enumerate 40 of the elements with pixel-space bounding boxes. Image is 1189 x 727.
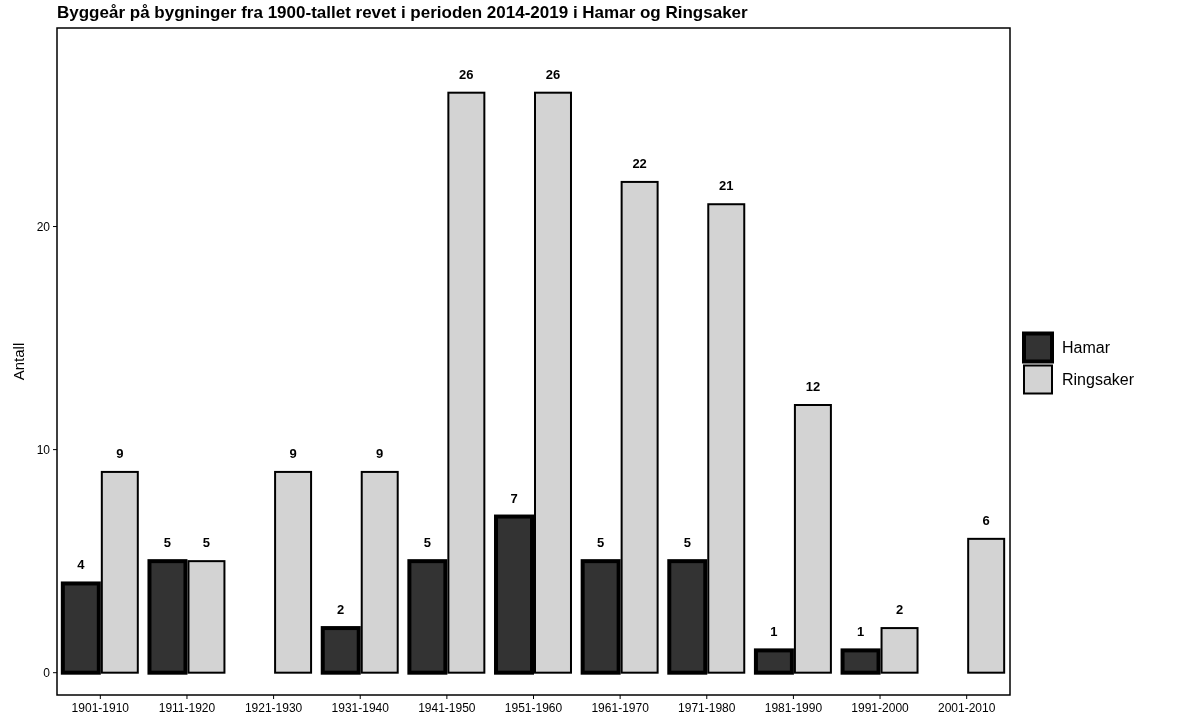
x-tick-label: 1981-1990 xyxy=(764,701,823,715)
data-label: 12 xyxy=(805,379,821,394)
data-label: 22 xyxy=(632,155,647,171)
chart-title: Byggeår på bygninger fra 1900-tallet revet i perioden 2014-2019 i Hamar og Ringsaker xyxy=(57,3,749,22)
data-label: 1 xyxy=(856,624,865,640)
y-tick-label: 20 xyxy=(36,219,51,234)
data-label: 26 xyxy=(545,66,561,82)
bar xyxy=(274,470,313,674)
bar xyxy=(967,537,1006,674)
data-label: 7 xyxy=(510,490,518,506)
x-tick-label: 1931-1940 xyxy=(331,701,390,715)
x-tick-label: 1971-1980 xyxy=(678,701,736,715)
data-label: 26 xyxy=(459,66,474,82)
data-label: 9 xyxy=(289,445,297,461)
data-label: 5 xyxy=(202,535,211,551)
data-label: 21 xyxy=(719,178,734,194)
data-label: 5 xyxy=(423,535,431,551)
data-label: 5 xyxy=(163,535,172,551)
x-tick-label: 2001-2010 xyxy=(937,701,996,715)
data-label: 5 xyxy=(597,535,605,551)
y-tick-label: 0 xyxy=(43,665,51,680)
data-label: 6 xyxy=(982,512,990,528)
data-label: 9 xyxy=(116,445,124,461)
legend-label: Hamar xyxy=(1062,338,1111,356)
data-label: 5 xyxy=(683,535,691,551)
x-tick-label: 1961-1970 xyxy=(591,701,650,715)
data-label: 9 xyxy=(376,445,384,461)
x-tick-label: 1921-1930 xyxy=(244,701,303,715)
x-tick-label: 1991-2000 xyxy=(851,701,910,715)
data-label: 2 xyxy=(337,602,345,618)
x-tick-label: 1941-1950 xyxy=(418,701,476,715)
x-tick-label: 1951-1960 xyxy=(504,701,563,715)
y-tick-label: 10 xyxy=(36,442,51,457)
data-label: 2 xyxy=(895,602,904,618)
data-label: 4 xyxy=(77,557,86,573)
legend-label: Ringsaker xyxy=(1062,370,1135,388)
y-axis-title: Antall xyxy=(10,342,27,381)
data-label: 1 xyxy=(770,624,778,640)
x-tick-label: 1911-1920 xyxy=(158,701,216,715)
x-tick-label: 1901-1910 xyxy=(71,701,130,715)
